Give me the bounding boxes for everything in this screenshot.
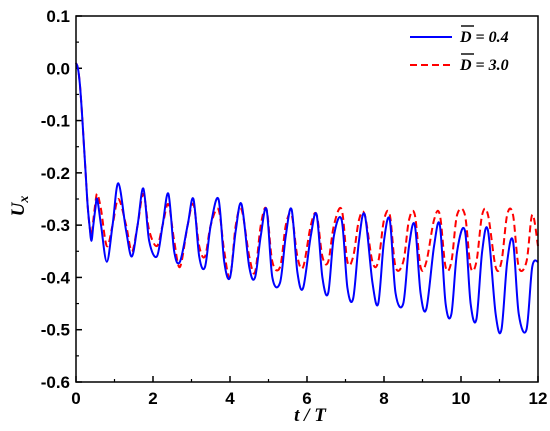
legend-label-series-1: D = 0.4	[459, 29, 509, 46]
x-axis-title: t / T	[294, 405, 327, 426]
series-layer	[75, 62, 539, 335]
x-tick-label: 0	[71, 389, 80, 408]
y-tick-label: 0.1	[46, 7, 70, 26]
x-tick-label: 2	[148, 389, 157, 408]
x-tick-label: 12	[529, 389, 548, 408]
y-tick-label: -0.6	[41, 373, 70, 392]
y-tick-label: -0.4	[41, 268, 71, 287]
y-axis-title: Ux	[8, 196, 32, 217]
series-line-2	[75, 62, 539, 280]
x-tick-label: 8	[379, 389, 388, 408]
x-tick-label: 6	[302, 389, 311, 408]
y-tick-label: -0.1	[41, 112, 70, 131]
x-tick-label: 10	[452, 389, 471, 408]
x-axis: 0 2 4 6 8 10 12	[71, 376, 547, 408]
y-tick-label: -0.3	[41, 216, 70, 235]
legend-label-series-2: D = 3.0	[459, 57, 509, 74]
x-tick-label: 4	[225, 389, 235, 408]
y-tick-label: 0.0	[46, 59, 70, 78]
plot-frame	[75, 15, 539, 383]
y-tick-label: -0.5	[41, 321, 70, 340]
y-tick-label: -0.2	[41, 164, 70, 183]
legend: D = 0.4 D = 3.0	[410, 25, 509, 74]
y-axis: 0.1 0.0 -0.1 -0.2 -0.3 -0.4 -0.5 -0.6	[41, 7, 82, 392]
series-line-1	[75, 62, 539, 335]
